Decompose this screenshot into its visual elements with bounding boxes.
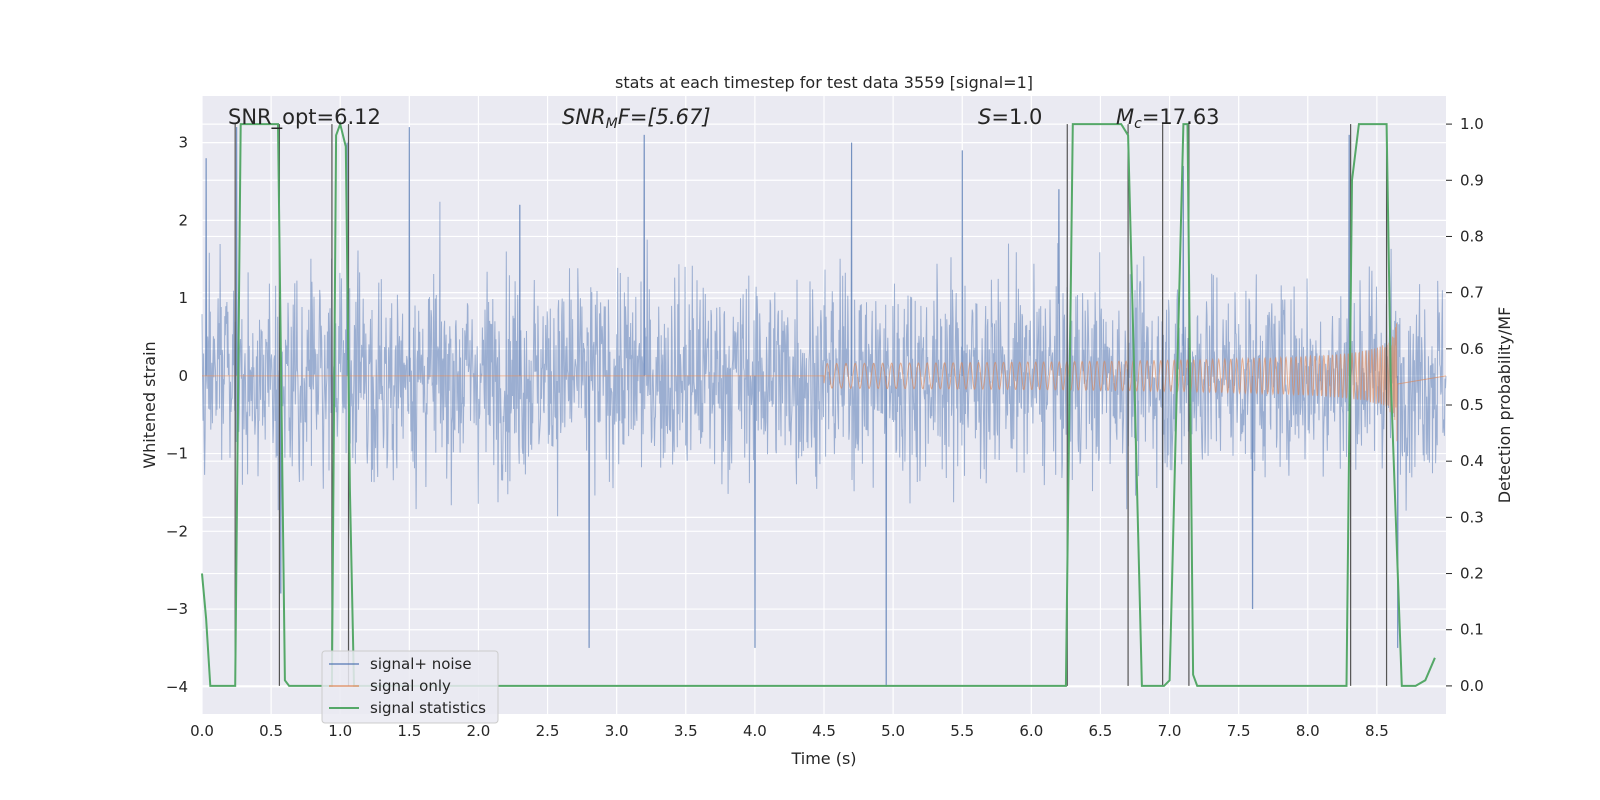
- y2-tick-label: 0.0: [1460, 677, 1484, 695]
- x-tick-label: 6.5: [1089, 722, 1113, 740]
- y2-axis-label: Detection probability/MF: [1495, 307, 1514, 504]
- y2-tick-label: 0.4: [1460, 452, 1484, 470]
- x-tick-label: 2.5: [536, 722, 560, 740]
- x-tick-label: 6.0: [1019, 722, 1043, 740]
- annotation-mc: Mc=17.63: [1116, 105, 1220, 132]
- y-tick-label: −1: [166, 445, 188, 463]
- signal-chirp: [202, 323, 1447, 442]
- y-axis-label: Whitened strain: [140, 341, 159, 468]
- annotation-snr-opt: SNR_opt=6.12: [228, 105, 381, 130]
- noise-series: [201, 127, 1447, 687]
- x-tick-label: 7.5: [1227, 722, 1251, 740]
- y2-tick-label: 0.9: [1460, 171, 1484, 189]
- x-tick-label: 0.0: [190, 722, 214, 740]
- chart-title: stats at each timestep for test data 355…: [615, 73, 1033, 92]
- y-tick-label: −4: [166, 678, 188, 696]
- x-tick-label: 4.0: [743, 722, 767, 740]
- x-tick-label: 1.0: [328, 722, 352, 740]
- y2-tick-label: 0.8: [1460, 227, 1484, 245]
- x-tick-label: 8.0: [1296, 722, 1320, 740]
- y-tick-label: 2: [178, 211, 188, 229]
- x-tick-label: 3.5: [674, 722, 698, 740]
- y2-tick-label: 0.7: [1460, 284, 1484, 302]
- y2-tick-label: 0.5: [1460, 396, 1484, 414]
- x-tick-label: 0.5: [259, 722, 283, 740]
- y2-tick-label: 0.3: [1460, 508, 1484, 526]
- y2-tick-label: 0.6: [1460, 340, 1484, 358]
- y2-tick-label: 1.0: [1460, 115, 1484, 133]
- y-tick-label: −3: [166, 600, 188, 618]
- x-tick-label: 4.5: [812, 722, 836, 740]
- x-tick-label: 2.0: [467, 722, 491, 740]
- statistics-series: [201, 120, 1436, 687]
- annotation-snr-mf: SNRMF=[5.67]: [562, 105, 711, 132]
- y-tick-label: 1: [178, 289, 188, 307]
- x-tick-label: 5.0: [881, 722, 905, 740]
- x-tick-label: 7.0: [1158, 722, 1182, 740]
- y-tick-label: 3: [178, 134, 188, 152]
- y2-tick-label: 0.1: [1460, 621, 1484, 639]
- signal-series: [202, 323, 1447, 442]
- y2-axis-ticks: 1.0 0.9 0.8 0.7 0.6 0.5 0.4 0.3 0.2 0.1 0.0: [1446, 115, 1484, 695]
- y2-tick-label: 0.2: [1460, 565, 1484, 583]
- x-axis-label: Time (s): [790, 749, 856, 768]
- x-tick-label: 1.5: [397, 722, 421, 740]
- legend: signal+ noise signal only signal statist…: [321, 650, 499, 724]
- y-tick-label: 0: [178, 367, 188, 385]
- y-tick-label: −2: [166, 522, 188, 540]
- x-tick-label: 5.5: [950, 722, 974, 740]
- x-axis-ticks: 0.0 0.5 1.0 1.5 2.0 2.5 3.0 3.5 4.0 4.5 5.0 5.5 6.0 6…: [190, 722, 1389, 740]
- legend-label-noise: signal+ noise: [370, 655, 472, 673]
- legend-label-statistics: signal statistics: [370, 699, 486, 717]
- legend-label-signal: signal only: [370, 677, 451, 695]
- x-tick-label: 8.5: [1365, 722, 1389, 740]
- y-axis-ticks: 3 2 1 0 −1 −2 −3 −4: [166, 134, 188, 696]
- legend-box: [321, 650, 499, 724]
- annotation-s: S=1.0: [978, 105, 1042, 129]
- x-tick-label: 3.0: [605, 722, 629, 740]
- statistics-line: [201, 120, 1436, 687]
